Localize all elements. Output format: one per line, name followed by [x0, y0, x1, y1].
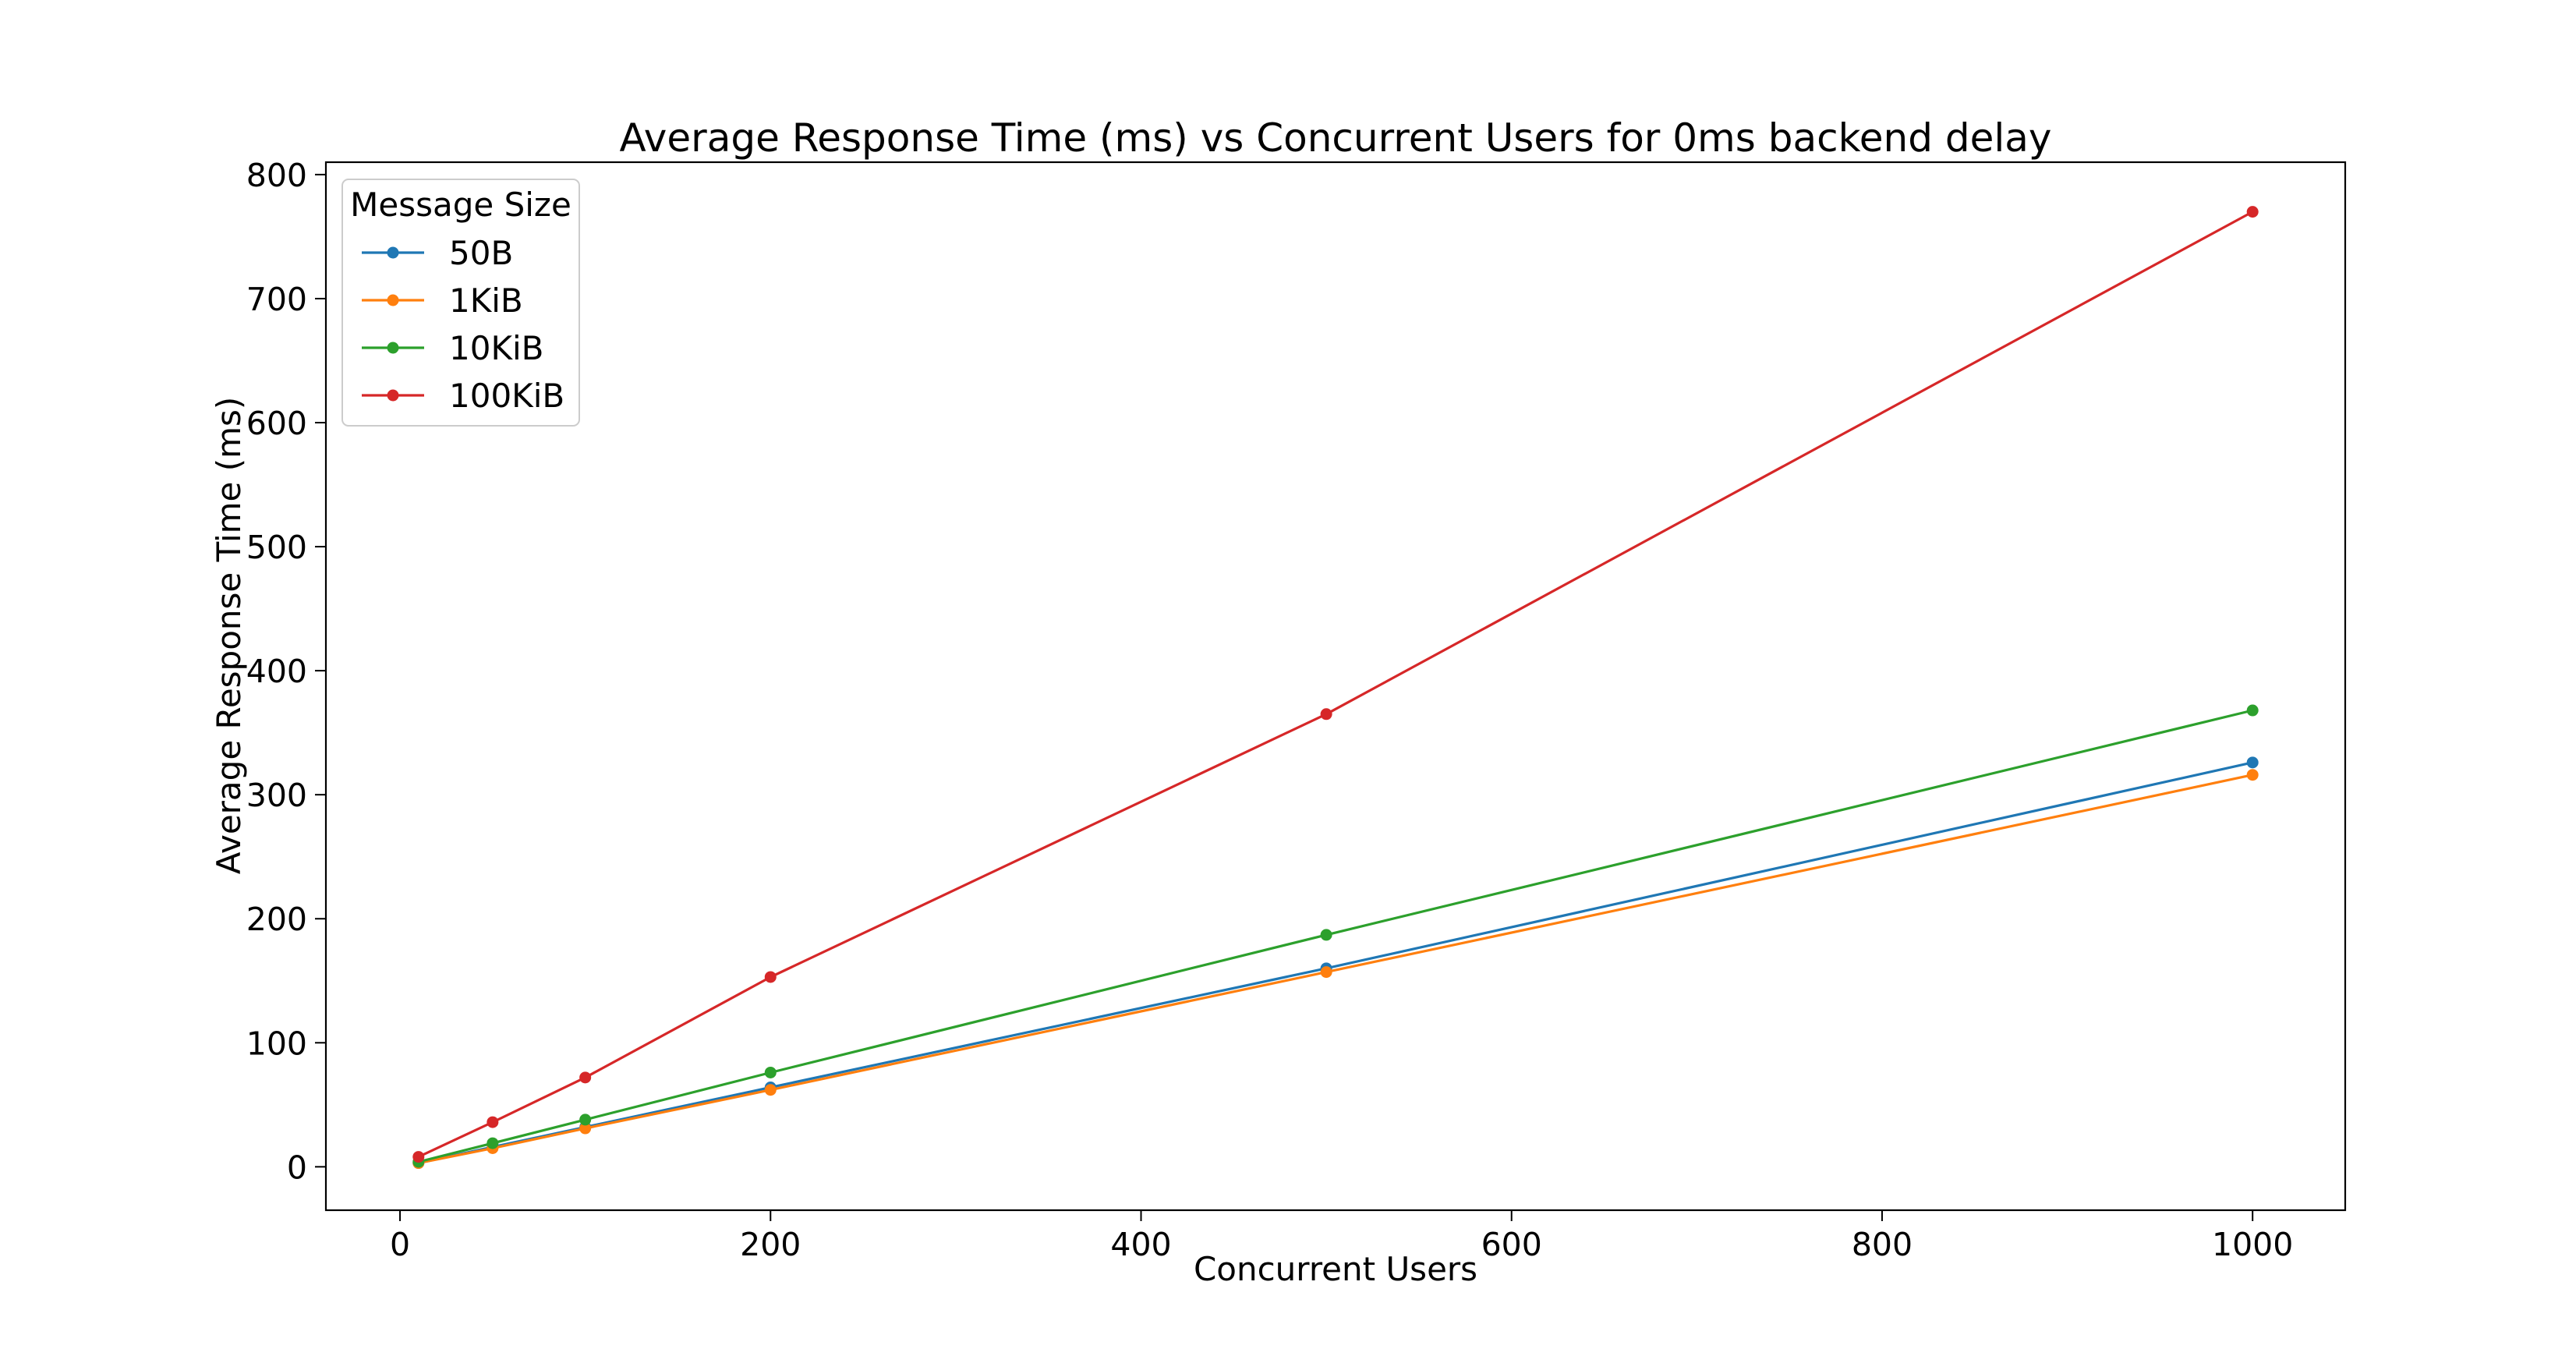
legend-box [341, 179, 580, 427]
y-tick-label: 100 [246, 1025, 307, 1062]
data-point-100kib [487, 1116, 499, 1128]
legend-label-50b: 50B [449, 234, 513, 272]
y-tick-label: 500 [246, 529, 307, 566]
series-line-100kib [417, 211, 2254, 1159]
x-tick-label: 1000 [2212, 1226, 2293, 1263]
data-point-10kib [487, 1137, 499, 1149]
y-tick-label: 600 [246, 405, 307, 442]
legend-label-100kib: 100KiB [449, 377, 564, 415]
y-tick-label: 700 [246, 281, 307, 318]
axes-frame [324, 161, 2347, 1212]
series-line-10kib [417, 709, 2254, 1163]
data-point-100kib [764, 971, 777, 983]
data-point-100kib [1320, 708, 1332, 721]
plot-area: 0 200 400 600 800 1000 0 100 200 300 400 500 600 700 8… [246, 157, 2347, 1263]
legend-marker-100kib [387, 389, 399, 402]
y-axis-label: Average Response Time (ms) [210, 397, 248, 875]
x-tick-label: 200 [740, 1226, 801, 1263]
y-tick-label: 400 [246, 653, 307, 690]
data-point-1kib [1320, 966, 1332, 979]
legend: Message Size 50B 1KiB 10KiB 100KiB [341, 179, 580, 427]
legend-title: Message Size [350, 186, 571, 224]
data-point-100kib [2246, 206, 2259, 218]
data-point-10kib [579, 1114, 592, 1126]
series-line-50b [417, 761, 2254, 1165]
x-axis-label: Concurrent Users [1194, 1250, 1477, 1288]
legend-marker-10kib [387, 342, 399, 354]
x-tick-label: 400 [1110, 1226, 1171, 1263]
data-point-100kib [579, 1071, 592, 1084]
legend-marker-1kib [387, 294, 399, 306]
x-tick-label: 800 [1852, 1226, 1913, 1263]
series-line-1kib [417, 774, 2254, 1165]
chart-title: Average Response Time (ms) vs Concurrent… [620, 115, 2052, 161]
legend-label-10kib: 10KiB [449, 329, 543, 367]
legend-marker-50b [387, 246, 399, 259]
y-tick-label: 200 [246, 901, 307, 938]
data-point-10kib [2246, 704, 2259, 717]
data-point-10kib [1320, 929, 1332, 941]
legend-label-1kib: 1KiB [449, 281, 523, 320]
data-point-1kib [579, 1122, 592, 1135]
data-point-10kib [764, 1066, 777, 1078]
x-tick-label: 600 [1481, 1226, 1542, 1263]
data-point-1kib [764, 1084, 777, 1096]
y-tick-label: 800 [246, 157, 307, 194]
data-point-100kib [412, 1151, 425, 1163]
y-tick-label: 300 [246, 777, 307, 814]
data-point-50b [2246, 756, 2259, 769]
data-point-1kib [2246, 769, 2259, 781]
y-tick-label: 0 [287, 1149, 307, 1186]
x-tick-label: 0 [390, 1226, 410, 1263]
